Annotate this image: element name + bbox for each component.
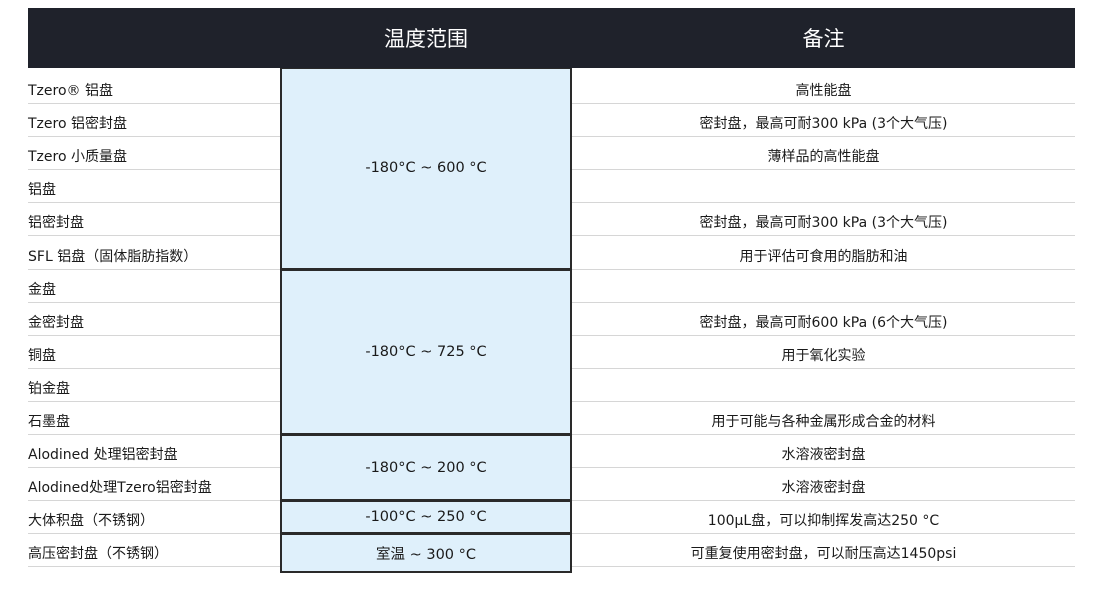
temperature-range-cell: 室温 ~ 300 °C	[280, 534, 572, 574]
pan-note: 密封盘，最高可耐300 kPa (3个大气压)	[699, 116, 948, 133]
temperature-range-cell: -180°C ~ 200 °C	[280, 435, 572, 502]
pan-name: 铜盘	[28, 347, 56, 364]
pan-note: 高性能盘	[795, 83, 852, 99]
temperature-range-cell: -180°C ~ 725 °C	[280, 269, 572, 436]
pan-name: Alodined处理Tzero铝密封盘	[28, 480, 212, 497]
pan-name: SFL 铝盘（固体脂肪指数）	[28, 248, 198, 265]
table-header: 温度范围 备注	[28, 8, 1075, 68]
pan-name: 铝密封盘	[28, 215, 84, 232]
pan-note: 100μL盘，可以抑制挥发高达250 °C	[707, 513, 940, 530]
pan-note: 水溶液密封盘	[781, 447, 866, 464]
pan-name: Alodined 处理铝密封盘	[28, 447, 178, 464]
pan-note: 薄样品的高性能盘	[767, 149, 880, 166]
pan-name: Tzero 小质量盘	[28, 149, 127, 166]
pan-name: 铝盘	[28, 182, 56, 199]
pan-note: 可重复使用密封盘，可以耐压高达1450psi	[690, 546, 957, 563]
pan-name: 石墨盘	[28, 414, 70, 430]
header-temperature-range: 温度范围	[384, 27, 468, 51]
pan-name: Tzero 铝密封盘	[28, 116, 127, 133]
pan-note: 水溶液密封盘	[781, 480, 866, 497]
pan-name: 大体积盘（不锈钢）	[28, 513, 154, 530]
pan-note: 密封盘，最高可耐300 kPa (3个大气压)	[699, 215, 948, 232]
pan-name: 铂金盘	[28, 380, 70, 397]
temperature-range-cell: -100°C ~ 250 °C	[280, 501, 572, 535]
pan-note: 用于可能与各种金属形成合金的材料	[711, 414, 936, 430]
temperature-range-cell: -180°C ~ 600 °C	[280, 68, 572, 270]
header-notes: 备注	[802, 27, 845, 51]
pan-name: 高压密封盘（不锈钢）	[28, 546, 168, 563]
pan-note: 用于评估可食用的脂肪和油	[739, 248, 908, 265]
pan-name: 金密封盘	[28, 314, 84, 331]
pan-name: Tzero® 铝盘	[28, 83, 113, 99]
pan-note: 密封盘，最高可耐600 kPa (6个大气压)	[699, 314, 948, 331]
pan-name: 金盘	[28, 281, 56, 298]
pan-note: 用于氧化实验	[781, 347, 866, 364]
